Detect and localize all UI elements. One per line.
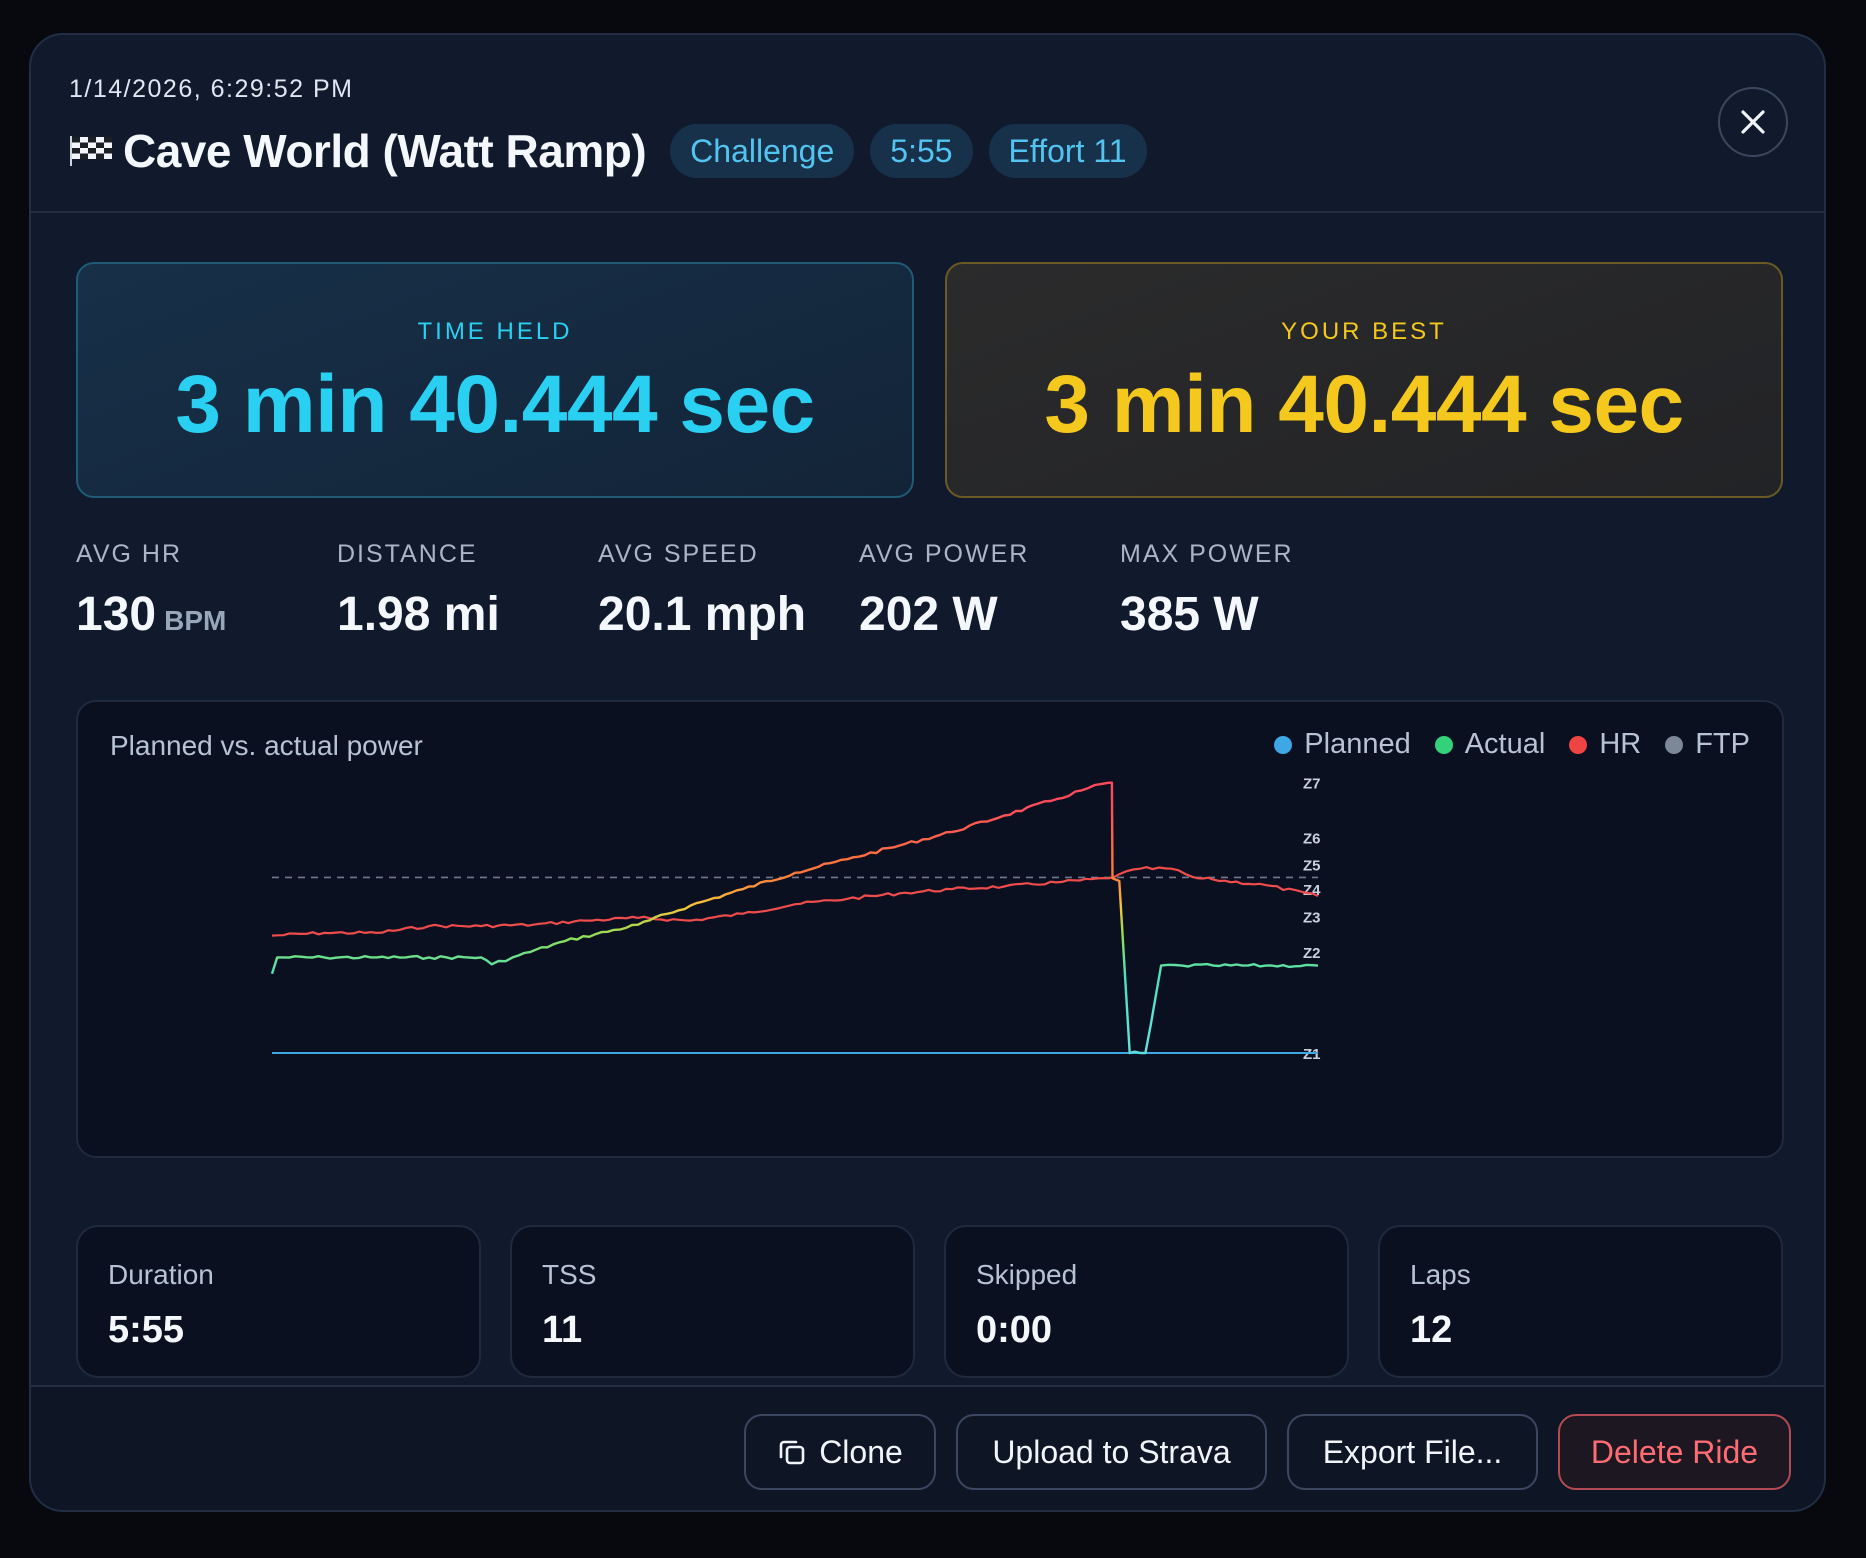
metric-unit: BPM — [164, 605, 227, 636]
legend-dot — [1434, 735, 1453, 754]
time-held-card: TIME HELD 3 min 40.444 sec — [76, 262, 914, 498]
close-icon — [1741, 110, 1765, 134]
summary-card-tss: TSS 11 — [510, 1225, 915, 1378]
your-best-label: YOUR BEST — [1281, 318, 1447, 345]
ride-timestamp: 1/14/2026, 6:29:52 PM — [69, 75, 354, 103]
zone-label-z7: Z7 — [1303, 776, 1321, 793]
zone-label-z5: Z5 — [1303, 858, 1321, 875]
hr-series-line — [271, 866, 1319, 937]
zone-label-z1: Z1 — [1303, 1046, 1321, 1063]
summary-value: 0:00 — [976, 1309, 1053, 1351]
metric-label: DISTANCE — [337, 540, 478, 568]
summary-value: 11 — [542, 1309, 583, 1351]
metric-value: 385 W — [1120, 588, 1259, 641]
legend-item-ftp: FTP — [1665, 728, 1750, 761]
summary-label: Skipped — [976, 1259, 1078, 1290]
tag-challenge: Challenge — [670, 124, 855, 178]
clone-icon — [779, 1440, 805, 1465]
summary-value: 5:55 — [108, 1309, 185, 1351]
metric-distance: DISTANCE 1.98 mi — [337, 540, 500, 642]
clone-button[interactable]: Clone — [744, 1414, 936, 1490]
modal-footer: Clone Upload to Strava Export File... De… — [31, 1385, 1824, 1510]
checkered-flag-icon — [68, 134, 113, 168]
zone-label-z6: Z6 — [1303, 830, 1321, 847]
your-best-card: YOUR BEST 3 min 40.444 sec — [945, 262, 1783, 498]
metric-avg-power: AVG POWER 202 W — [859, 540, 1029, 642]
legend-label: HR — [1599, 728, 1642, 760]
metric-label: AVG POWER — [859, 540, 1030, 568]
summary-cards: Duration 5:55 TSS 11 Skipped 0:00 Laps 1… — [76, 1225, 1786, 1378]
metric-label: AVG SPEED — [598, 540, 759, 568]
metric-number: 130 — [76, 588, 157, 641]
legend-dot — [1665, 735, 1684, 754]
summary-card-laps: Laps 12 — [1378, 1225, 1783, 1378]
chart-legend: Planned Actual HR FTP — [1250, 728, 1750, 761]
metric-max-power: MAX POWER 385 W — [1120, 540, 1294, 642]
chart-title: Planned vs. actual power — [110, 730, 423, 761]
metric-label: MAX POWER — [1120, 540, 1294, 568]
power-chart: Z7 Z6 Z5 Z4 Z3 Z2 Z1 — [270, 776, 1321, 1063]
legend-dot — [1569, 735, 1588, 754]
clone-label: Clone — [819, 1433, 903, 1470]
time-held-label: TIME HELD — [417, 318, 573, 345]
metric-avg-speed: AVG SPEED 20.1 mph — [598, 540, 806, 642]
upload-to-strava-button[interactable]: Upload to Strava — [956, 1414, 1267, 1490]
modal-header: 1/14/2026, 6:29:52 PM — [31, 35, 1824, 213]
metrics-row: AVG HR 130 BPM DISTANCE 1.98 mi AVG SPEED… — [76, 540, 1476, 650]
power-chart-panel: Z7 Z6 Z5 Z4 Z3 Z2 Z1 Planned vs. actual power … — [76, 700, 1784, 1158]
legend-dot — [1274, 735, 1293, 754]
summary-label: Duration — [108, 1259, 214, 1290]
legend-item-hr: HR — [1569, 728, 1641, 761]
actual-series-line — [270, 781, 1319, 1055]
summary-card-duration: Duration 5:55 — [76, 1225, 481, 1378]
delete-ride-button[interactable]: Delete Ride — [1558, 1414, 1791, 1490]
summary-label: Laps — [1410, 1259, 1471, 1290]
metric-avg-hr: AVG HR 130 BPM — [76, 540, 226, 642]
legend-label: FTP — [1695, 728, 1750, 760]
legend-item-planned: Planned — [1274, 728, 1411, 761]
summary-card-skipped: Skipped 0:00 — [944, 1225, 1349, 1378]
export-file-button[interactable]: Export File... — [1287, 1414, 1538, 1490]
summary-label: TSS — [542, 1259, 597, 1290]
time-held-value: 3 min 40.444 sec — [175, 359, 815, 450]
zone-label-z4: Z4 — [1303, 882, 1321, 899]
ride-detail-modal: 1/14/2026, 6:29:52 PM — [29, 33, 1826, 1512]
metric-value: 130 BPM — [76, 587, 226, 642]
tag-effort: Effort 11 — [988, 124, 1147, 178]
legend-item-actual: Actual — [1434, 728, 1546, 761]
your-best-value: 3 min 40.444 sec — [1044, 359, 1684, 450]
metric-value: 202 W — [859, 588, 998, 641]
ride-title: Cave World (Watt Ramp) — [123, 125, 647, 177]
title-row: Cave World (Watt Ramp) Challenge 5:55 Ef… — [68, 121, 1163, 181]
metric-label: AVG HR — [76, 540, 182, 568]
metric-value: 1.98 mi — [337, 588, 500, 641]
zone-label-z3: Z3 — [1303, 910, 1321, 927]
zone-label-z2: Z2 — [1303, 945, 1321, 962]
close-button[interactable] — [1718, 87, 1788, 157]
legend-label: Planned — [1304, 728, 1411, 760]
metric-value: 20.1 mph — [598, 588, 807, 641]
summary-value: 12 — [1410, 1309, 1453, 1351]
legend-label: Actual — [1464, 728, 1546, 760]
tag-duration: 5:55 — [870, 124, 973, 178]
